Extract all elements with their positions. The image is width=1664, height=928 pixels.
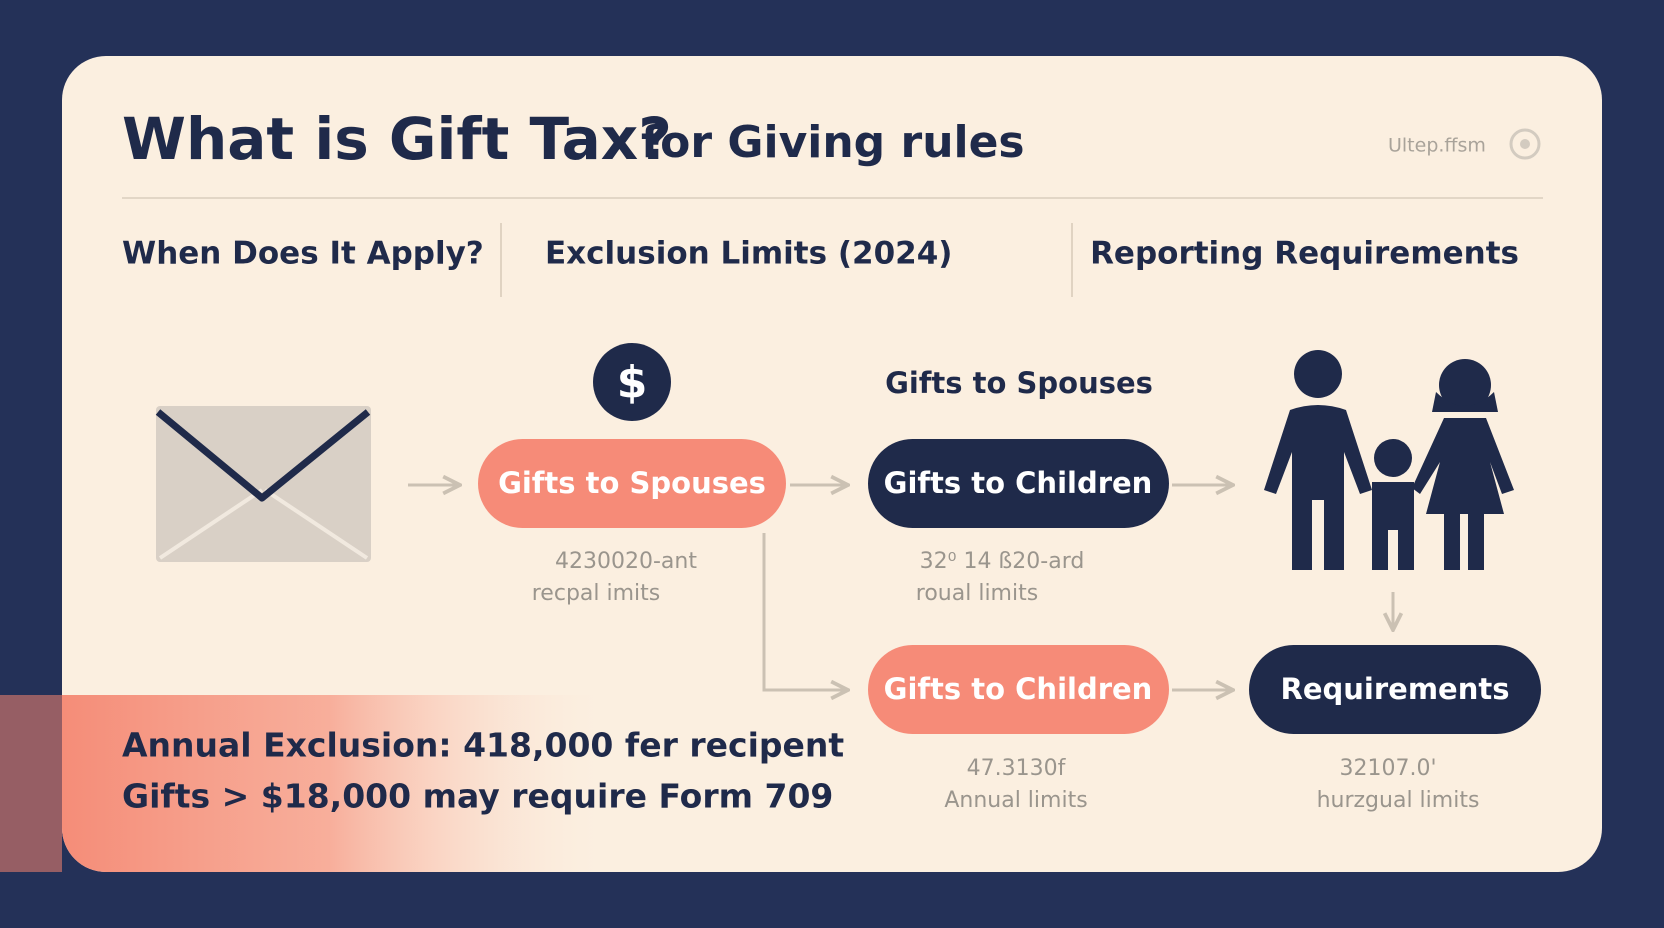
node-label: Gifts to Spouses	[498, 466, 766, 500]
floating-label: Gifts to Spouses	[885, 366, 1153, 400]
node-note: 32⁰ 14 ß20-ard	[920, 549, 1085, 574]
title: What is Gift Tax?	[122, 105, 672, 173]
callout-band-edge	[0, 695, 62, 872]
callout-line: Gifts > $18,000 may require Form 709	[122, 777, 833, 816]
dollar-sign: $	[617, 357, 648, 408]
node-pill	[868, 645, 1169, 734]
connector	[762, 533, 848, 690]
node-note: 47.3130f	[967, 756, 1067, 781]
node-pill	[1249, 645, 1541, 734]
column-header: Exclusion Limits (2024)	[545, 236, 952, 272]
dollar-icon	[593, 343, 671, 421]
node-label: Requirements	[1281, 672, 1510, 706]
envelope-icon	[155, 406, 371, 562]
node-pill	[868, 439, 1169, 528]
logo-icon-dot	[1520, 139, 1530, 149]
node-label: Gifts to Children	[884, 672, 1153, 706]
callout-band	[62, 695, 600, 872]
column-header: When Does It Apply?	[122, 236, 484, 272]
family-icon	[1264, 350, 1514, 570]
column-header: Reporting Requirements	[1090, 236, 1519, 272]
card	[62, 56, 1602, 872]
logo-text: Ultep.ffsm	[1388, 135, 1486, 157]
callout-line: Annual Exclusion: 418,000 fer recipent	[122, 726, 844, 765]
node-note: 32107.0'	[1339, 756, 1436, 781]
node-pill	[478, 439, 786, 528]
node-subnote: roual limits	[916, 581, 1038, 606]
node-note: 4230020-ant	[555, 549, 697, 574]
subtitle: for Giving rules	[641, 117, 1025, 168]
node-subnote: Annual limits	[944, 788, 1087, 813]
node-label: Gifts to Children	[884, 466, 1153, 500]
logo-icon	[1509, 128, 1541, 160]
node-subnote: recpal imits	[532, 581, 661, 606]
node-subnote: hurzgual limits	[1317, 788, 1480, 813]
